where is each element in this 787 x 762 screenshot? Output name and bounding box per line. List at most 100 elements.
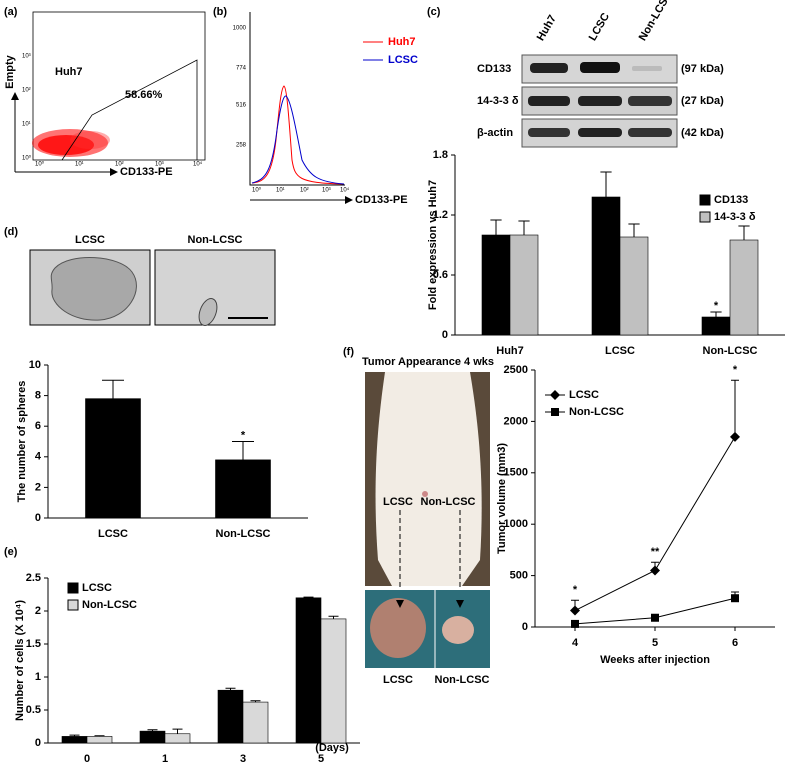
error-bar: [94, 735, 105, 737]
x-tick-label: 10³: [322, 188, 331, 194]
image-label: LCSC: [75, 234, 105, 246]
bar: [217, 689, 244, 744]
bar: [242, 701, 269, 744]
image-label: Non-LCSC: [188, 234, 243, 246]
x-tick-label: LCSC: [98, 528, 128, 540]
line: [574, 436, 736, 611]
marker: [650, 565, 660, 576]
lane-label: Huh7: [535, 13, 559, 43]
x-axis-label: Weeks after injection: [600, 654, 710, 666]
error-bar: [628, 223, 640, 237]
legend-swatch: [699, 194, 711, 206]
x-tick-label: 3: [240, 753, 246, 762]
y-tick-label: 1000: [504, 518, 528, 530]
legend-label: LCSC: [388, 54, 418, 66]
legend-label: 14-3-3 δ: [714, 211, 756, 223]
protein-label: CD133: [477, 63, 511, 75]
error-bar: [738, 225, 750, 240]
y-axis-label: Fold expression vs Huh7: [427, 180, 439, 310]
error-bar: [731, 379, 739, 437]
legend-swatch: [67, 582, 79, 594]
size-label: (97 kDa): [681, 63, 724, 75]
bar: [85, 398, 141, 519]
error-bar: [303, 596, 314, 598]
y-tick-label: 8: [35, 390, 41, 402]
annotation: *: [241, 429, 246, 441]
y-tick-label: 1000: [233, 26, 247, 32]
y-tick-label: 0.6: [433, 269, 448, 281]
legend-label: LCSC: [569, 389, 599, 401]
bar: [481, 234, 511, 336]
y-tick-label: 258: [236, 143, 247, 149]
annotation: *: [573, 584, 578, 596]
legend-swatch: [699, 211, 711, 223]
x-tick-label: Non-LCSC: [216, 528, 271, 540]
y-tick-label: 6: [35, 420, 41, 432]
error-bar: [232, 441, 254, 460]
y-axis-label: The number of spheres: [16, 381, 28, 503]
panel-label: (d): [4, 226, 18, 238]
bar: [591, 196, 621, 336]
x-axis-label: (Days): [315, 742, 349, 754]
x-tick-label: 1: [162, 753, 168, 762]
y-axis-label: Number of cells (X 10⁴): [14, 600, 26, 721]
error-bar: [490, 219, 502, 235]
marker: [731, 594, 739, 603]
marker: [550, 390, 560, 400]
panel-label: (a): [4, 6, 18, 18]
x-tick-label: 0: [84, 753, 90, 762]
y-axis-label: Empty: [4, 54, 16, 89]
y-tick-label: 10²: [22, 88, 31, 94]
legend-label: CD133: [714, 194, 748, 206]
error-bar: [328, 615, 339, 619]
legend-label: LCSC: [82, 582, 112, 594]
bar: [320, 618, 347, 744]
bar: [295, 597, 322, 744]
x-tick-label: 4: [572, 637, 579, 649]
y-tick-label: 10¹: [22, 122, 31, 128]
annotation: *: [733, 364, 738, 376]
y-tick-label: 10³: [22, 54, 31, 60]
error-bar: [250, 700, 261, 703]
y-tick-label: 10: [29, 359, 41, 371]
bar: [509, 234, 539, 336]
annotation: **: [651, 546, 660, 558]
x-tick-label: LCSC: [605, 345, 635, 357]
marker: [570, 605, 580, 616]
panel-label: (e): [4, 546, 18, 558]
gate-percent: 58.66%: [125, 89, 163, 101]
y-tick-label: 1: [35, 671, 41, 683]
size-label: (42 kDa): [681, 127, 724, 139]
y-axis-label: Tumor volume (mm3): [496, 443, 508, 554]
error-bar: [518, 220, 530, 235]
y-tick-label: 2: [35, 481, 41, 493]
error-bar: [600, 171, 612, 197]
x-tick-label: 10⁰: [35, 161, 45, 168]
error-bar: [172, 728, 183, 734]
marker: [730, 431, 740, 442]
image-label: LCSC: [383, 674, 413, 686]
y-tick-label: 10⁰: [22, 155, 32, 162]
legend-label: Non-LCSC: [569, 406, 624, 418]
x-tick-label: 10²: [300, 188, 309, 194]
bar: [164, 733, 191, 744]
mouse-photo: Tumor Appearance 4 wks LCSC Non-LCSC LCS…: [362, 356, 494, 686]
lane-label: LCSC: [587, 11, 612, 43]
x-axis-label: CD133-PE: [355, 194, 408, 206]
error-bar: [225, 687, 236, 691]
x-tick-label: 10¹: [75, 162, 84, 168]
y-tick-label: 2: [35, 605, 41, 617]
y-tick-label: 500: [510, 570, 528, 582]
image-label: Non-LCSC: [435, 674, 490, 686]
bar: [139, 730, 166, 744]
y-tick-label: 774: [236, 66, 247, 72]
y-tick-label: 2.5: [26, 572, 41, 584]
image-title: Tumor Appearance 4 wks: [362, 356, 494, 368]
y-tick-label: 0: [522, 621, 528, 633]
y-tick-label: 1.8: [433, 149, 448, 161]
bar: [729, 239, 759, 336]
panel-label: (c): [427, 6, 441, 18]
image-label: LCSC: [383, 496, 413, 508]
x-tick-label: 10⁴: [193, 161, 203, 168]
y-tick-label: 2000: [504, 415, 528, 427]
